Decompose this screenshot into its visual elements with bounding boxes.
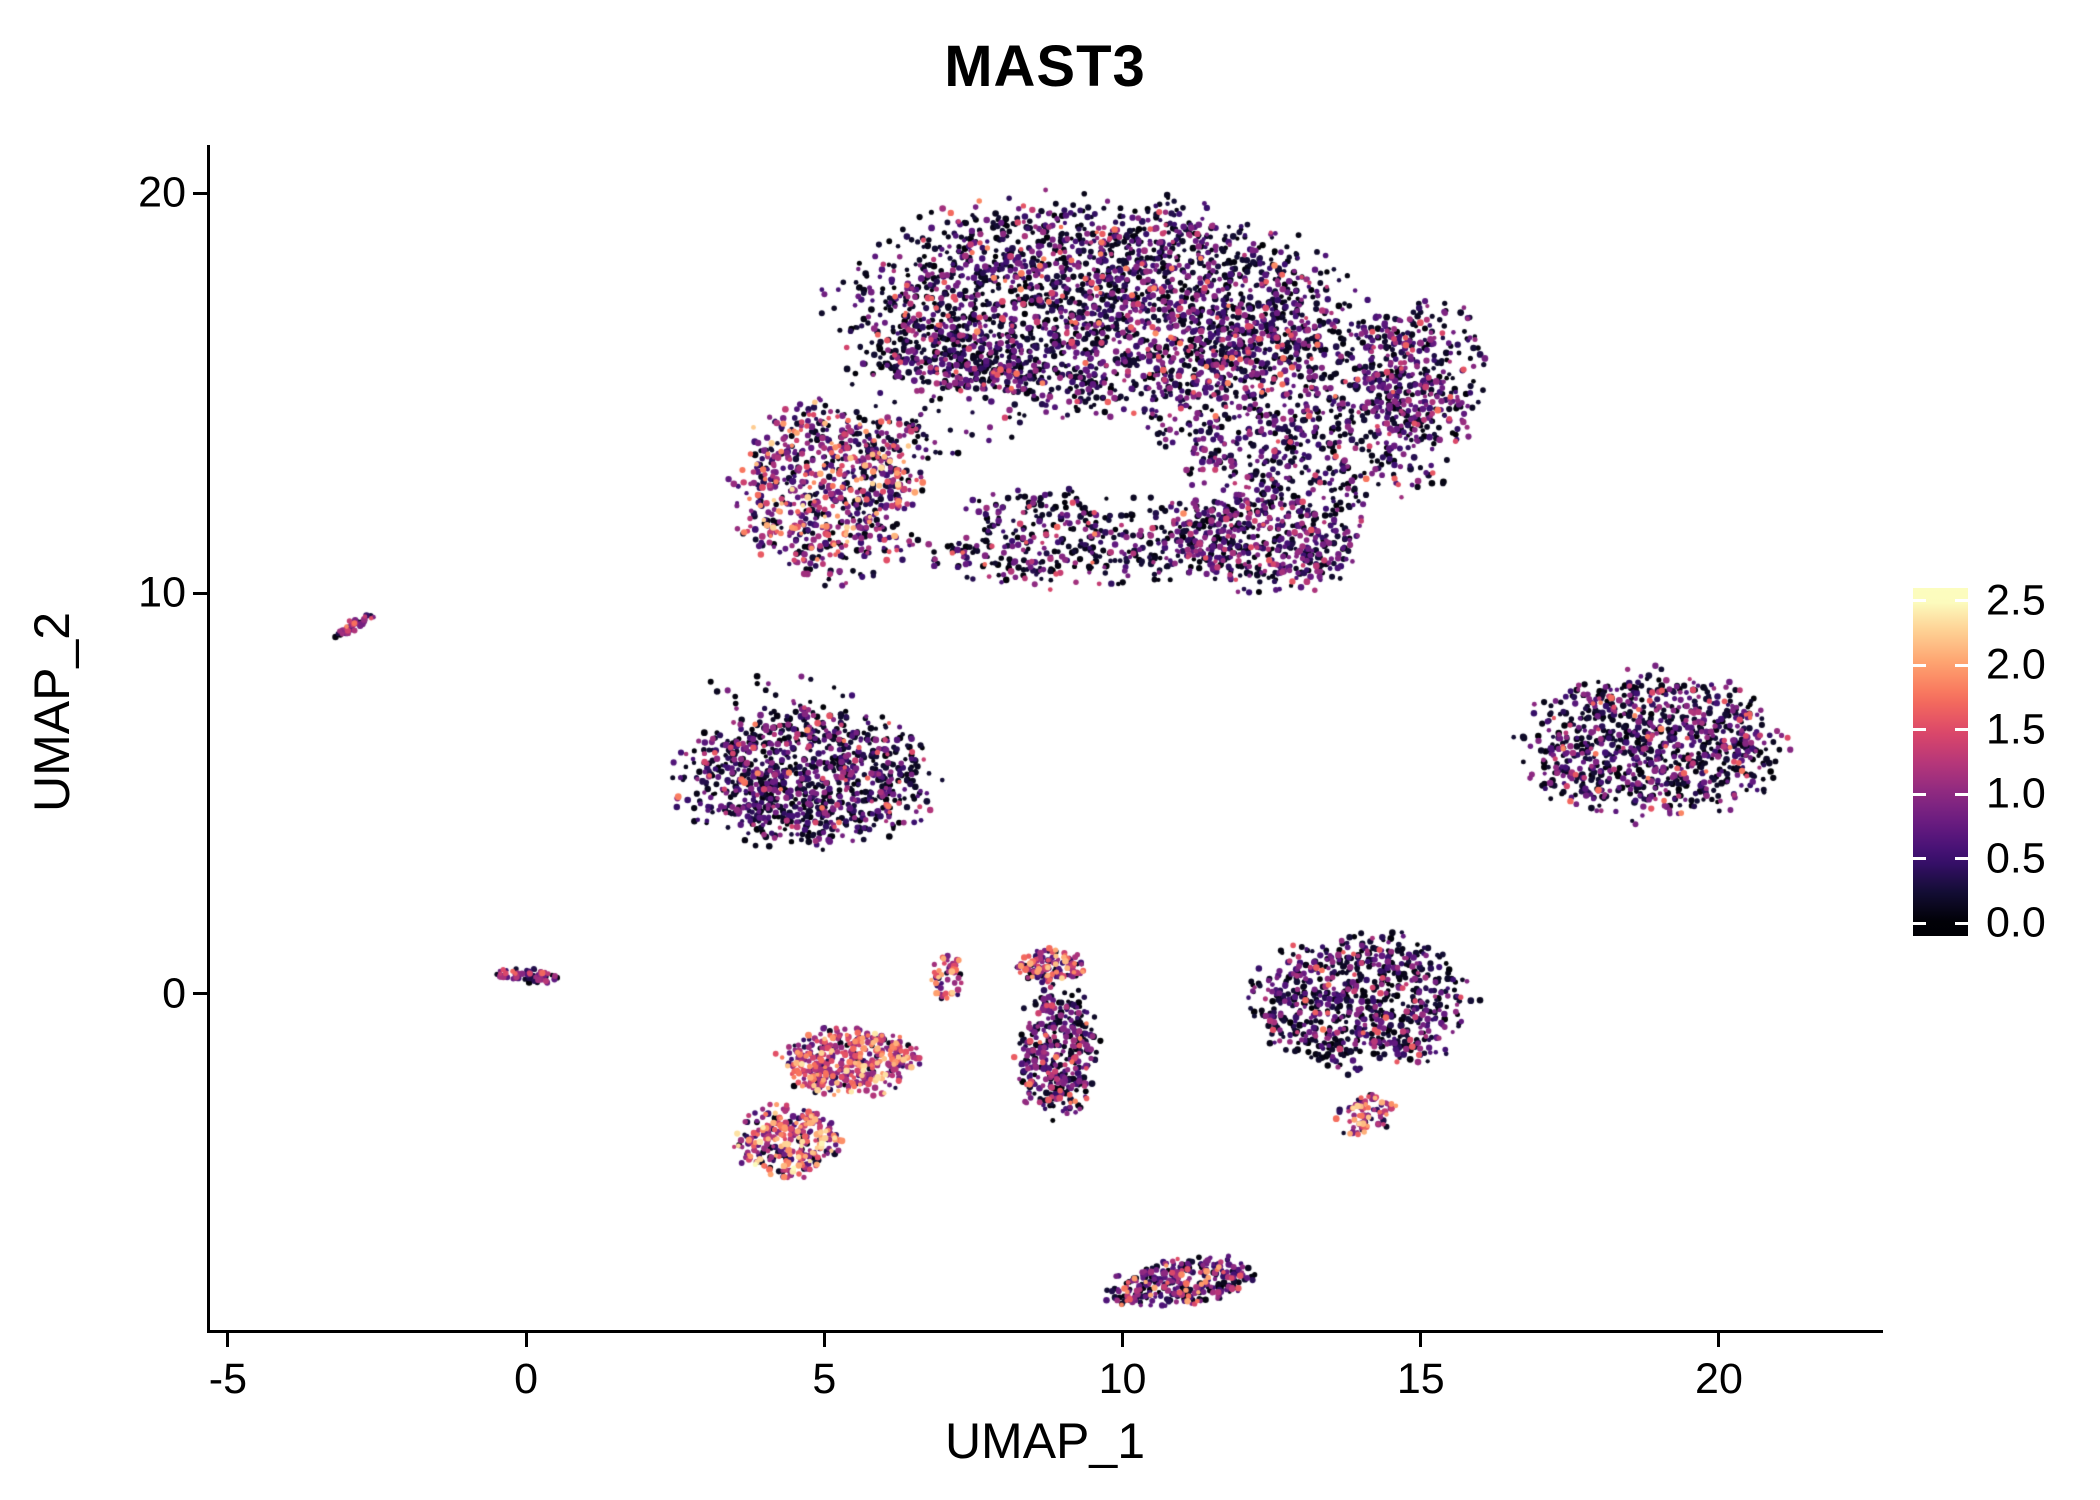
colorbar-tick-label: 2.5 xyxy=(1986,576,2046,625)
scatter-canvas xyxy=(210,145,1880,1330)
colorbar-tick-label: 0.5 xyxy=(1986,834,2046,883)
colorbar-tick-mark xyxy=(1913,728,1926,732)
colorbar-tick-label: 1.5 xyxy=(1986,705,2046,754)
x-axis-title: UMAP_1 xyxy=(944,1413,1146,1469)
colorbar-tick-label: 0.0 xyxy=(1986,898,2046,947)
x-tick-label: -5 xyxy=(208,1355,248,1403)
x-tick-label: 15 xyxy=(1396,1355,1445,1403)
colorbar-tick-mark xyxy=(1913,792,1926,796)
y-tick-mark xyxy=(193,992,207,996)
colorbar-tick-mark xyxy=(1913,599,1926,603)
y-axis-line xyxy=(207,145,210,1333)
x-tick-label: 0 xyxy=(514,1355,539,1403)
y-tick-label: 0 xyxy=(162,969,186,1018)
x-tick-label: 10 xyxy=(1098,1355,1147,1403)
colorbar-tick-mark xyxy=(1955,728,1968,732)
y-tick-mark xyxy=(193,191,207,195)
colorbar-tick-mark xyxy=(1913,921,1926,925)
colorbar-tick-mark xyxy=(1955,921,1968,925)
chart-title: MAST3 xyxy=(944,34,1146,99)
x-axis-line xyxy=(207,1330,1883,1333)
colorbar-tick-mark xyxy=(1955,599,1968,603)
x-tick-label: 5 xyxy=(812,1355,837,1403)
x-tick-mark xyxy=(822,1333,826,1347)
x-tick-mark xyxy=(226,1333,230,1347)
colorbar-tick-label: 1.0 xyxy=(1986,769,2046,818)
y-axis-title: UMAP_2 xyxy=(24,611,80,813)
colorbar-gradient xyxy=(1913,588,1968,936)
colorbar-tick-mark xyxy=(1955,792,1968,796)
colorbar-tick-mark xyxy=(1913,663,1926,667)
y-tick-label: 10 xyxy=(138,568,186,617)
x-tick-mark xyxy=(1121,1333,1125,1347)
colorbar-tick-mark xyxy=(1955,857,1968,861)
x-tick-mark xyxy=(524,1333,528,1347)
x-tick-mark xyxy=(1717,1333,1721,1347)
colorbar-tick-label: 2.0 xyxy=(1986,640,2046,689)
x-tick-label: 20 xyxy=(1695,1355,1743,1403)
y-tick-mark xyxy=(193,591,207,595)
colorbar-tick-mark xyxy=(1913,857,1926,861)
y-tick-label: 20 xyxy=(138,168,186,217)
x-tick-mark xyxy=(1419,1333,1423,1347)
colorbar-tick-mark xyxy=(1955,663,1968,667)
